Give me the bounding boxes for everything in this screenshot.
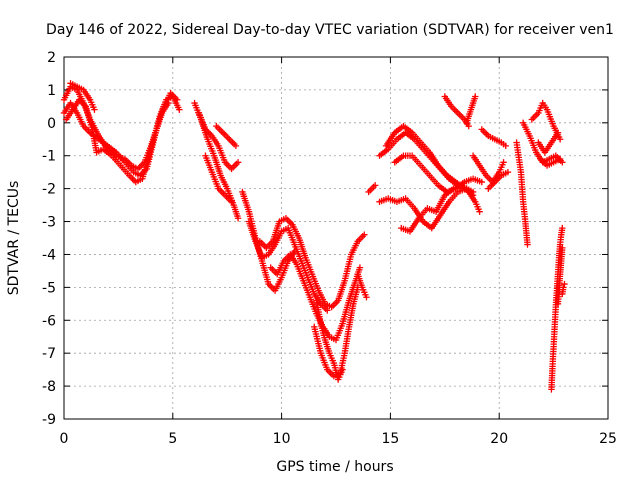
data-point xyxy=(556,136,564,143)
data-point xyxy=(561,280,568,288)
data-point xyxy=(476,208,483,215)
y-tick-label: 1 xyxy=(47,83,56,99)
data-point xyxy=(232,142,240,150)
y-tick-label: -5 xyxy=(42,280,56,296)
data-point xyxy=(371,182,379,189)
data-point xyxy=(559,224,566,232)
data-point xyxy=(165,99,172,107)
data-point xyxy=(556,155,564,163)
data-point xyxy=(176,106,183,113)
y-tick-label: 0 xyxy=(47,116,56,132)
data-point xyxy=(559,159,566,166)
y-axis-label: SDTVAR / TECUs xyxy=(6,181,22,296)
data-point xyxy=(324,307,331,314)
data-point xyxy=(339,366,346,373)
data-points xyxy=(60,80,568,393)
data-point xyxy=(361,231,368,238)
data-point xyxy=(234,159,242,166)
chart-title: Day 146 of 2022, Sidereal Day-to-day VTE… xyxy=(46,22,614,38)
data-point xyxy=(463,119,470,127)
y-tick-label: -8 xyxy=(42,379,56,395)
y-tick-labels: -9 -8 -7 -6 -5 -4 -3 -2 -1 0 1 2 xyxy=(42,50,56,428)
data-point xyxy=(559,244,566,252)
grid-lines xyxy=(64,57,608,419)
data-point xyxy=(560,284,567,291)
x-tick-labels: 0 5 10 15 20 25 xyxy=(60,431,617,447)
y-tick-label: -7 xyxy=(42,346,56,362)
x-tick-label: 5 xyxy=(168,431,177,447)
data-point xyxy=(500,159,507,166)
data-point xyxy=(504,168,512,176)
x-tick-label: 0 xyxy=(60,431,69,447)
data-point xyxy=(459,182,466,189)
plot-frame xyxy=(63,56,609,420)
x-tick-label: 10 xyxy=(273,431,291,447)
y-tick-label: -9 xyxy=(42,412,56,428)
data-point xyxy=(234,215,242,222)
x-tick-label: 25 xyxy=(599,431,617,447)
x-tick-label: 15 xyxy=(381,431,399,447)
data-point xyxy=(478,178,485,186)
data-point xyxy=(228,198,235,205)
x-axis-label: GPS time / hours xyxy=(276,459,393,475)
y-tick-label: -6 xyxy=(42,313,56,329)
y-tick-label: -3 xyxy=(42,215,56,231)
data-point xyxy=(356,264,364,271)
data-point xyxy=(554,129,562,136)
y-tick-label: 2 xyxy=(47,50,56,66)
y-tick-label: -1 xyxy=(42,149,56,165)
data-point xyxy=(91,106,98,113)
y-tick-label: -2 xyxy=(42,182,56,198)
data-point xyxy=(173,96,181,103)
data-point xyxy=(465,122,472,130)
data-point xyxy=(502,142,509,150)
data-point xyxy=(363,294,370,301)
x-tick-label: 20 xyxy=(490,431,508,447)
data-point xyxy=(524,241,531,248)
y-tick-label: -4 xyxy=(42,247,56,263)
